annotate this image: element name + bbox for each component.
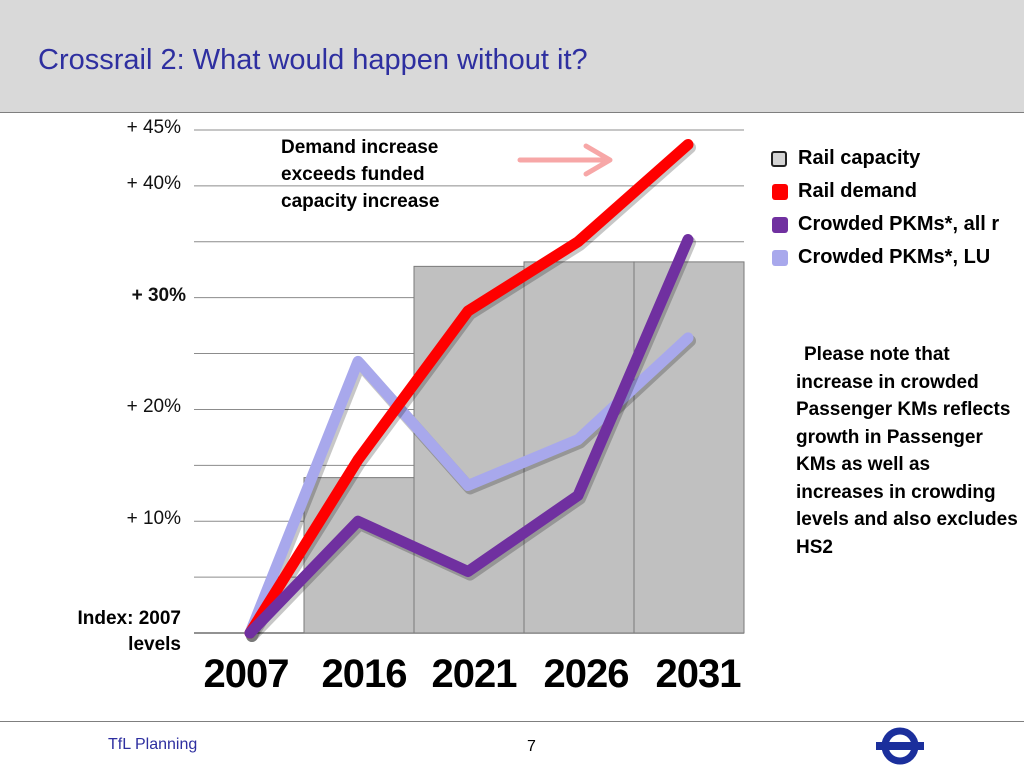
point-crowded-pkms-all-r-2007 (249, 632, 251, 634)
tfl-roundel-icon (876, 727, 924, 765)
x-tick-label-2031: 2031 (655, 652, 742, 696)
point-crowded-pkms-lu-2021 (467, 484, 469, 487)
x-tick-label-2021: 2021 (431, 652, 518, 696)
point-crowded-pkms-all-r-2021 (467, 570, 469, 573)
point-rail-demand-2016 (357, 458, 359, 461)
legend-item-rail-capacity: Rail capacity (770, 146, 1024, 179)
point-rail-demand-2031 (687, 143, 689, 146)
legend-item-crowded-all-rail: Crowded PKMs*, all r (770, 212, 1024, 245)
x-tick-label-2007: 2007 (203, 652, 290, 696)
bar-rail-capacity-2026 (523, 261, 635, 634)
legend: Rail capacity Rail demand Crowded PKMs*,… (770, 146, 1024, 278)
point-crowded-pkms-all-r-2026 (577, 494, 579, 497)
footer-divider (0, 721, 1024, 722)
y-tick-label: + 20% (126, 396, 181, 418)
legend-label-crowded-lu: Crowded PKMs*, LU (798, 246, 991, 268)
point-rail-demand-2026 (577, 240, 579, 243)
legend-swatch-rail-demand (772, 184, 788, 200)
annotation-text: Demand increase exceeds funded capacity … (281, 137, 440, 212)
legend-item-crowded-lu: Crowded PKMs*, LU (770, 245, 1024, 278)
footer-org: TfL Planning (108, 736, 198, 753)
legend-label-rail-capacity: Rail capacity (798, 147, 921, 169)
x-tick-label-2016: 2016 (321, 652, 408, 696)
index-label: Index: 2007 levels (77, 608, 182, 655)
y-tick-label: + 40% (126, 172, 181, 194)
point-crowded-pkms-lu-2031 (687, 336, 689, 339)
point-crowded-pkms-lu-2026 (577, 438, 579, 441)
y-tick-label: + 45% (126, 117, 181, 138)
point-crowded-pkms-all-r-2031 (687, 238, 689, 241)
header-bar: Crossrail 2: What would happen without i… (0, 0, 1024, 113)
annotation-arrow-head (583, 143, 613, 177)
note-text: Please note that increase in crowded Pas… (796, 344, 1018, 558)
point-crowded-pkms-lu-2016 (357, 360, 359, 363)
page-title: Crossrail 2: What would happen without i… (38, 44, 588, 76)
y-tick-label: + 10% (126, 508, 181, 530)
point-rail-demand-2021 (467, 310, 469, 313)
legend-label-crowded-all-rail: Crowded PKMs*, all r (798, 213, 1000, 235)
legend-swatch-crowded-all-rail (772, 217, 788, 233)
page-number: 7 (527, 738, 536, 755)
legend-item-rail-demand: Rail demand (770, 179, 1024, 212)
point-crowded-pkms-all-r-2016 (357, 520, 359, 523)
y-tick-label: + 30% (131, 284, 186, 306)
legend-swatch-rail-capacity (771, 151, 787, 167)
x-tick-label-2026: 2026 (543, 652, 630, 696)
legend-swatch-crowded-lu (772, 250, 788, 266)
legend-label-rail-demand: Rail demand (798, 180, 917, 202)
